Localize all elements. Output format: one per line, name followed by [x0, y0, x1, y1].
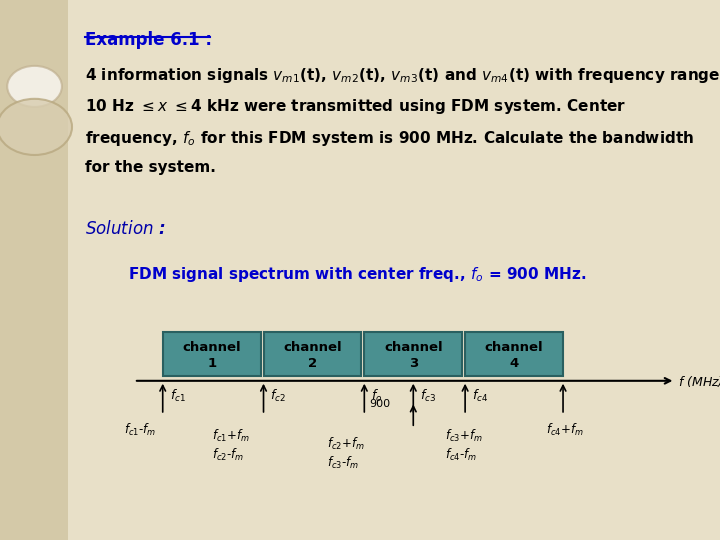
Text: $f_{c1}$: $f_{c1}$ — [170, 388, 186, 404]
Text: 1: 1 — [207, 357, 216, 370]
Text: 3: 3 — [409, 357, 418, 370]
Text: 4: 4 — [510, 357, 518, 370]
Text: channel: channel — [182, 341, 241, 354]
Bar — [264, 332, 361, 376]
Text: $f_{c4}$-$f_m$: $f_{c4}$-$f_m$ — [445, 447, 477, 463]
Text: $f_{c2}$: $f_{c2}$ — [271, 388, 287, 404]
Text: FDM signal spectrum with center freq., $f_o$ = 900 MHz.: FDM signal spectrum with center freq., $… — [128, 265, 587, 284]
Text: $f_{c3}$-$f_m$: $f_{c3}$-$f_m$ — [327, 455, 359, 471]
Text: 4 information signals $v_{m1}$(t), $v_{m2}$(t), $v_{m3}$(t) and $v_{m4}$(t) with: 4 information signals $v_{m1}$(t), $v_{m… — [85, 66, 720, 85]
Text: frequency, $f_o$ for this FDM system is 900 MHz. Calculate the bandwidth: frequency, $f_o$ for this FDM system is … — [85, 129, 694, 147]
Bar — [163, 332, 261, 376]
Text: $f_{c4}$: $f_{c4}$ — [472, 388, 488, 404]
Text: $f$ (MHz): $f$ (MHz) — [678, 374, 720, 389]
Text: $f_{c3}$+$f_m$: $f_{c3}$+$f_m$ — [445, 428, 482, 444]
Text: $f_o$: $f_o$ — [372, 388, 382, 404]
Text: 900: 900 — [369, 400, 390, 409]
Text: for the system.: for the system. — [85, 160, 216, 175]
Text: 2: 2 — [308, 357, 317, 370]
Bar — [364, 332, 462, 376]
Text: $f_{c2}$-$f_m$: $f_{c2}$-$f_m$ — [212, 447, 244, 463]
Bar — [465, 332, 563, 376]
Text: channel: channel — [283, 341, 342, 354]
Text: $f_{c3}$: $f_{c3}$ — [420, 388, 436, 404]
Text: $f_{c1}$-$f_m$: $f_{c1}$-$f_m$ — [124, 422, 156, 438]
Text: channel: channel — [485, 341, 544, 354]
Text: $f_{c1}$+$f_m$: $f_{c1}$+$f_m$ — [212, 428, 249, 444]
Text: $\it{Solution}$ :: $\it{Solution}$ : — [85, 220, 166, 238]
Text: $f_{c2}$+$f_m$: $f_{c2}$+$f_m$ — [327, 436, 364, 451]
Text: channel: channel — [384, 341, 443, 354]
Text: Example 6.1 :: Example 6.1 : — [85, 31, 212, 49]
Text: $f_{c4}$+$f_m$: $f_{c4}$+$f_m$ — [546, 422, 583, 438]
Text: 10 Hz $\leq$$x$ $\leq$4 kHz were transmitted using FDM system. Center: 10 Hz $\leq$$x$ $\leq$4 kHz were transmi… — [85, 97, 626, 116]
